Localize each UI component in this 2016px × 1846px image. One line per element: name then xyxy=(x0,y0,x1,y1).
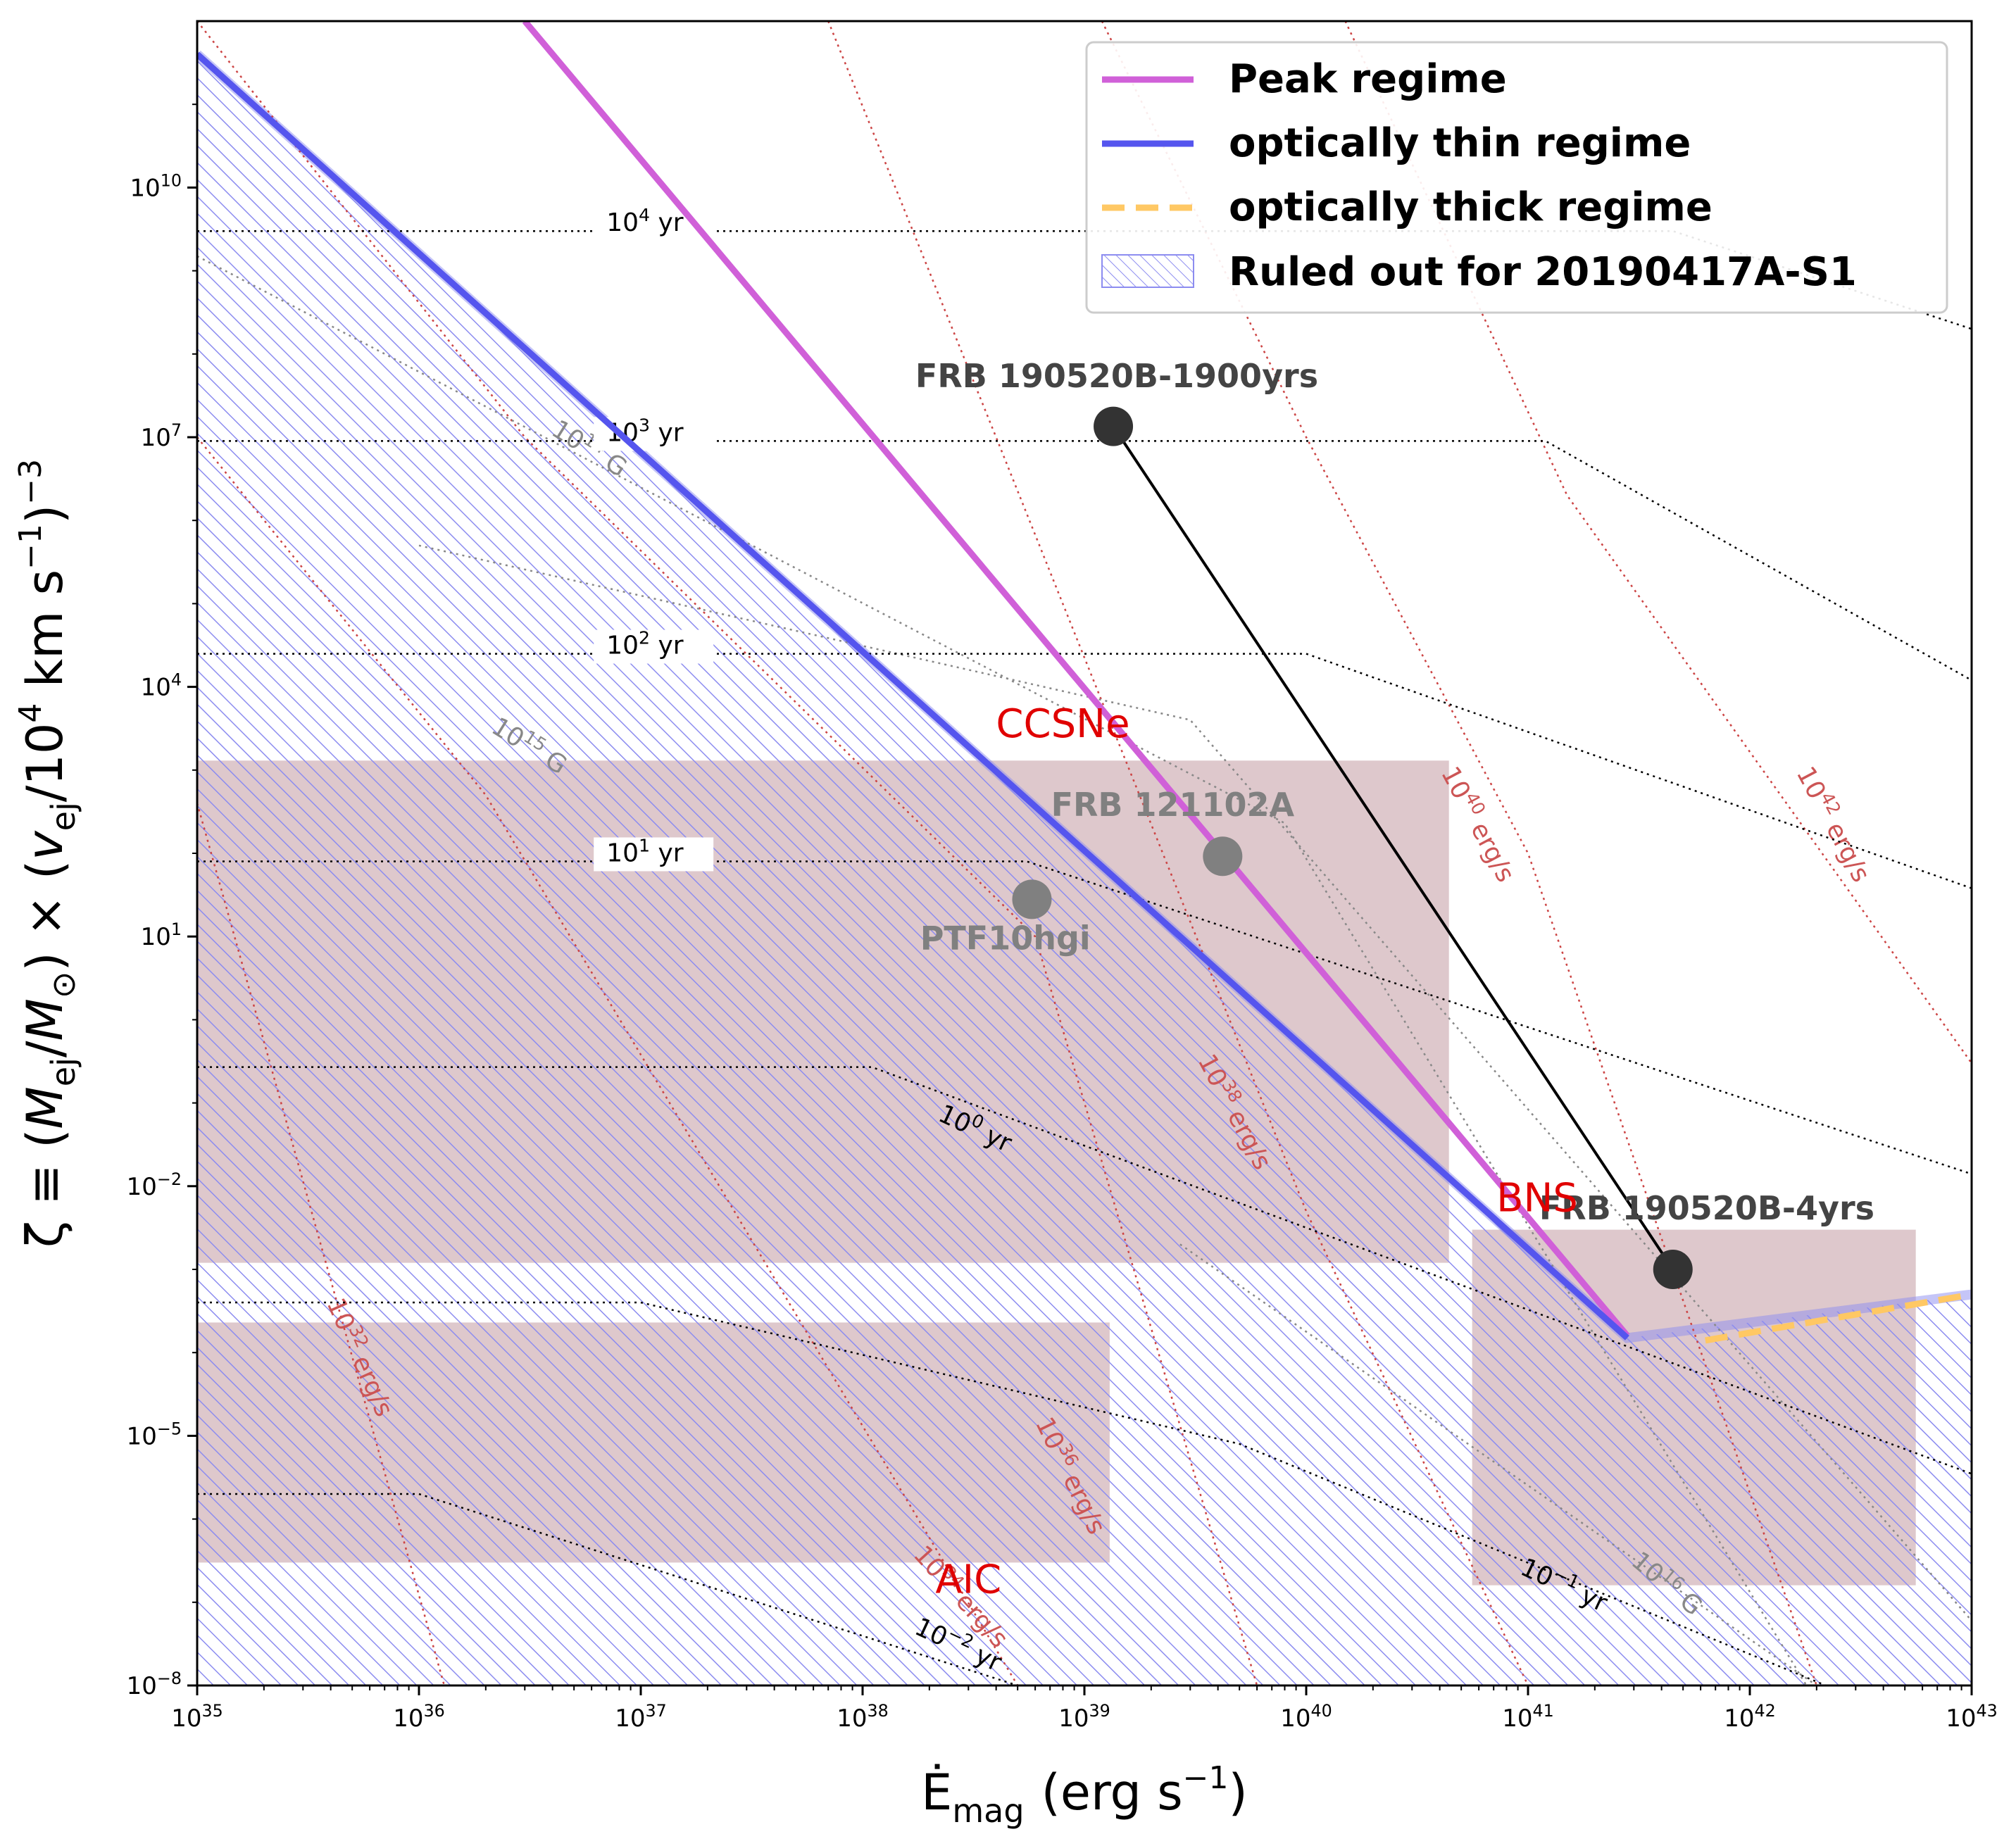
legend-swatch-ruled-out xyxy=(1101,254,1194,288)
y-tick-label-4: 104 xyxy=(141,670,182,702)
legend-label-peak: Peak regime xyxy=(1229,56,1507,102)
series-peak-regime xyxy=(522,21,1630,1338)
series-optically-thick-regime xyxy=(1705,1291,1972,1344)
y-axis-title: ζ ≡ (Mej/M⊙) × (vej/104 km s−1)−3 xyxy=(13,459,82,1248)
age-contour-label-3: 103 yr xyxy=(594,415,714,451)
x-tick-label-41: 1041 xyxy=(1502,1701,1554,1733)
point-ptf10hgi xyxy=(1012,879,1052,919)
region-label-ccsne: CCSNe xyxy=(996,701,1129,747)
age-contour-label-1: 101 yr xyxy=(594,835,714,872)
svg-text:104 yr: 104 yr xyxy=(606,205,684,237)
ruled-out-region xyxy=(197,54,1972,1685)
legend: Peak regime optically thin regime optica… xyxy=(1085,41,1948,314)
x-tick-label-39: 1039 xyxy=(1058,1701,1110,1733)
y-tick-label-5: 10−5 xyxy=(127,1419,182,1450)
y-tick-label-7: 107 xyxy=(141,420,182,452)
age-contour-label-4: 104 yr xyxy=(594,205,714,241)
region-label-aic: AIC xyxy=(935,1557,1001,1602)
legend-label-thin: optically thin regime xyxy=(1229,120,1691,166)
y-tick-label-1: 101 xyxy=(141,919,182,951)
x-tick-label-38: 1038 xyxy=(837,1701,889,1733)
field-contour-15 xyxy=(418,544,1972,1621)
point-label-ptf10hgi: PTF10hgi xyxy=(920,919,1091,957)
legend-box xyxy=(1085,41,1948,314)
age-label-background xyxy=(594,837,714,872)
x-tick-label-36: 1036 xyxy=(393,1701,445,1733)
x-axis-title: Ėmag (erg s−1) xyxy=(921,1760,1248,1830)
axis-ticks: 1035 1036 1037 1038 1039 1040 1041 1042 1043 10−8… xyxy=(127,103,1998,1733)
age-contour-2 xyxy=(197,653,1972,889)
region-label-bns: BNS xyxy=(1496,1175,1578,1221)
age-label-background xyxy=(594,629,714,664)
legend-label-thick: optically thick regime xyxy=(1229,184,1713,230)
x-tick-label-43: 1043 xyxy=(1946,1701,1998,1733)
field-contour-16 xyxy=(1179,1243,1817,1685)
series-optically-thin-regime xyxy=(197,51,1629,1340)
point-label-frb-190520b-1900yrs: FRB 190520B-1900yrs xyxy=(915,357,1318,395)
y-tick-label-2: 10−2 xyxy=(127,1169,182,1201)
x-tick-label-40: 1040 xyxy=(1280,1701,1332,1733)
frb-190520b-evolution-line xyxy=(1112,425,1674,1271)
age-contour-label-2: 102 yr xyxy=(594,628,714,664)
luminosity-contour-34 xyxy=(197,437,1019,1685)
luminosity-contour-32 xyxy=(197,803,446,1685)
y-tick-label-8: 10−8 xyxy=(127,1669,182,1700)
x-tick-label-42: 1042 xyxy=(1724,1701,1776,1733)
age-contour-2 xyxy=(197,1493,1018,1685)
point-frb-121102a xyxy=(1203,836,1243,877)
x-tick-label-35: 1035 xyxy=(171,1701,223,1733)
y-tick-label-10: 1010 xyxy=(130,170,182,202)
x-tick-label-37: 1037 xyxy=(615,1701,667,1733)
point-label-frb-121102a: FRB 121102A xyxy=(1051,786,1295,824)
age-contour-1 xyxy=(197,1301,1827,1685)
age-label-background xyxy=(594,417,714,451)
svg-text:101 yr: 101 yr xyxy=(606,835,684,867)
legend-label-ruled-out: Ruled out for 20190417A-S1 xyxy=(1229,249,1857,295)
age-contour-3 xyxy=(197,440,1972,682)
point-frb-190520b-4yrs xyxy=(1653,1250,1693,1289)
point-label-frb-190520b-4yrs: FRB 190520B-4yrs xyxy=(1539,1189,1874,1227)
svg-text:102 yr: 102 yr xyxy=(606,628,684,660)
point-frb-190520b-1900yrs xyxy=(1094,406,1134,446)
